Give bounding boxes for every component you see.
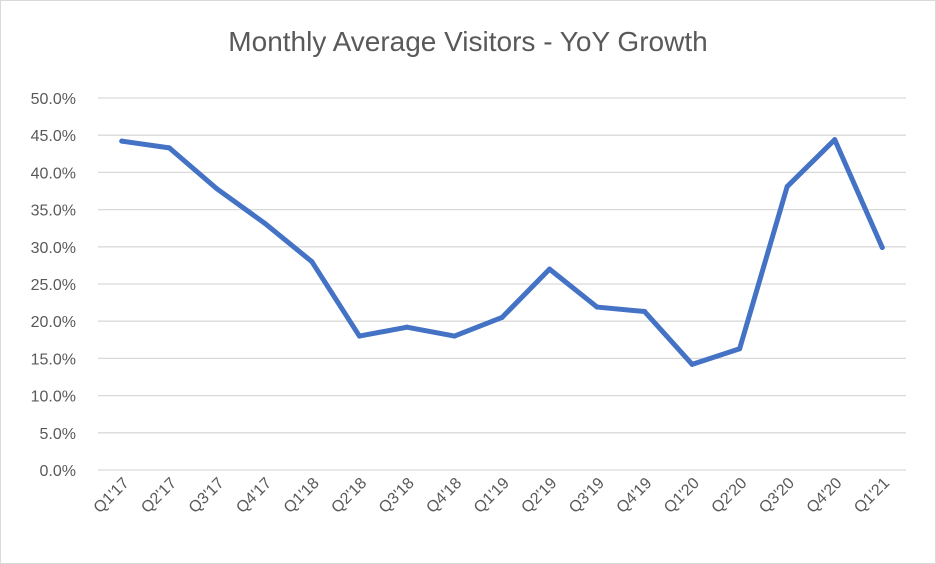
data-point [642, 309, 648, 315]
x-tick-label: Q3'17 [186, 475, 228, 517]
y-tick-label: 30.0% [31, 240, 76, 257]
data-point [547, 266, 553, 272]
data-point [784, 184, 790, 190]
data-point [214, 186, 220, 192]
data-point [404, 324, 410, 330]
data-point [832, 137, 838, 143]
y-tick-label: 50.0% [31, 91, 76, 108]
series-layer [119, 137, 885, 367]
x-tick-label: Q1'21 [851, 475, 893, 517]
x-tick-label: Q2'17 [138, 475, 180, 517]
gridlines [98, 97, 906, 471]
y-tick-label: 35.0% [31, 203, 76, 220]
y-tick-label: 25.0% [31, 277, 76, 294]
x-tick-label: Q4'17 [233, 475, 275, 517]
y-tick-label: 5.0% [40, 426, 76, 443]
data-point [261, 220, 267, 226]
x-tick-label: Q2'19 [518, 475, 560, 517]
x-tick-label: Q1'20 [661, 475, 703, 517]
x-tick-label: Q2'20 [709, 475, 751, 517]
y-tick-label: 40.0% [31, 165, 76, 182]
y-tick-label: 0.0% [40, 463, 76, 480]
series-line [119, 137, 885, 367]
y-tick-label: 20.0% [31, 314, 76, 331]
x-tick-label: Q4'18 [423, 475, 465, 517]
x-tick-label: Q3'18 [376, 475, 418, 517]
x-tick-label: Q1'19 [471, 475, 513, 517]
x-tick-label: Q3'19 [566, 475, 608, 517]
data-point [879, 245, 885, 251]
data-point [594, 304, 600, 310]
x-tick-label: Q2'18 [328, 475, 370, 517]
data-point [737, 346, 743, 352]
x-tick-label: Q3'20 [756, 475, 798, 517]
data-point [119, 138, 125, 144]
x-tick-label: Q4'20 [804, 475, 846, 517]
data-point [451, 333, 457, 339]
y-tick-label: 45.0% [31, 128, 76, 145]
y-tick-label: 10.0% [31, 389, 76, 406]
x-tick-label: Q4'19 [614, 475, 656, 517]
y-tick-label: 15.0% [31, 351, 76, 368]
data-point [689, 361, 695, 367]
x-tick-label: Q1'18 [281, 475, 323, 517]
y-axis-tick-labels: 0.0% 5.0% 10.0% 15.0% 20.0% 25.0% 30.0% 35.0% 40… [31, 91, 76, 480]
chart-title: Monthly Average Visitors - YoY Growth [228, 26, 708, 57]
x-tick-label: Q1'17 [91, 475, 133, 517]
data-point [166, 145, 172, 151]
x-axis-tick-labels: Q1'17 Q2'17 Q3'17 Q4'17 Q1'18 Q2'18 Q3'18 Q4'18… [91, 475, 893, 517]
data-point [499, 314, 505, 320]
data-point [356, 333, 362, 339]
data-point [309, 259, 315, 265]
